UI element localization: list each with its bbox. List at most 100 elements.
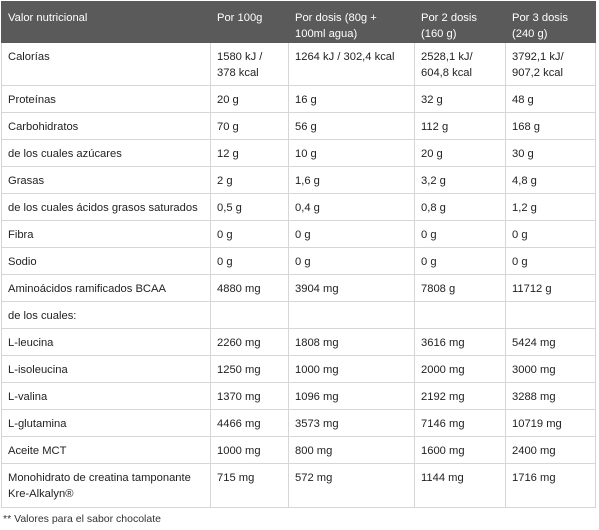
row-value: 3,2 g bbox=[414, 166, 506, 194]
row-label: Aminoácidos ramificados BCAA bbox=[1, 274, 211, 302]
table-row: L-valina 1370 mg 1096 mg 2192 mg 3288 mg bbox=[1, 382, 596, 410]
row-value: 0,8 g bbox=[414, 193, 506, 221]
row-value: 0 g bbox=[505, 220, 596, 248]
row-value: 0 g bbox=[210, 247, 289, 275]
row-value: 1580 kJ / 378 kcal bbox=[210, 42, 289, 86]
row-value: 10719 mg bbox=[505, 409, 596, 437]
header-cell: Por 100g bbox=[210, 1, 289, 43]
row-value: 10 g bbox=[288, 139, 415, 167]
row-value: 4880 mg bbox=[210, 274, 289, 302]
row-value bbox=[288, 301, 415, 329]
row-value: 3616 mg bbox=[414, 328, 506, 356]
nutrition-table: Valor nutricional Por 100g Por dosis (80… bbox=[1, 1, 596, 508]
row-value: 0 g bbox=[414, 247, 506, 275]
row-value: 2192 mg bbox=[414, 382, 506, 410]
row-label: Grasas bbox=[1, 166, 211, 194]
header-cell: Por 3 dosis (240 g) bbox=[505, 1, 596, 43]
row-value: 3288 mg bbox=[505, 382, 596, 410]
row-value: 1144 mg bbox=[414, 463, 506, 508]
table-row: Aminoácidos ramificados BCAA 4880 mg 3904 … bbox=[1, 274, 596, 302]
table-row: Monohidrato de creatina tamponante Kre-A… bbox=[1, 463, 596, 508]
row-value: 168 g bbox=[505, 112, 596, 140]
row-value: 12 g bbox=[210, 139, 289, 167]
row-value: 4466 mg bbox=[210, 409, 289, 437]
table-row: Calorías 1580 kJ / 378 kcal 1264 kJ / 302,… bbox=[1, 42, 596, 86]
table-row: de los cuales: bbox=[1, 301, 596, 329]
row-value: 4,8 g bbox=[505, 166, 596, 194]
row-value: 112 g bbox=[414, 112, 506, 140]
row-value: 0,4 g bbox=[288, 193, 415, 221]
row-value: 0 g bbox=[288, 247, 415, 275]
table-row: Carbohidratos 70 g 56 g 112 g 168 g bbox=[1, 112, 596, 140]
table-row: Grasas 2 g 1,6 g 3,2 g 4,8 g bbox=[1, 166, 596, 194]
row-label: L-leucina bbox=[1, 328, 211, 356]
row-label: Fibra bbox=[1, 220, 211, 248]
row-value: 0 g bbox=[505, 247, 596, 275]
row-value: 20 g bbox=[414, 139, 506, 167]
row-value: 48 g bbox=[505, 85, 596, 113]
row-value: 3573 mg bbox=[288, 409, 415, 437]
row-value: 1808 mg bbox=[288, 328, 415, 356]
header-cell: Valor nutricional bbox=[1, 1, 211, 43]
header-cell: Por 2 dosis (160 g) bbox=[414, 1, 506, 43]
row-value: 1096 mg bbox=[288, 382, 415, 410]
table-row: L-isoleucina 1250 mg 1000 mg 2000 mg 3000 mg bbox=[1, 355, 596, 383]
row-value: 3792,1 kJ/ 907,2 kcal bbox=[505, 42, 596, 86]
row-value: 572 mg bbox=[288, 463, 415, 508]
row-value: 2260 mg bbox=[210, 328, 289, 356]
row-value: 16 g bbox=[288, 85, 415, 113]
row-value bbox=[414, 301, 506, 329]
row-value: 2000 mg bbox=[414, 355, 506, 383]
table-body: Calorías 1580 kJ / 378 kcal 1264 kJ / 302,… bbox=[1, 42, 596, 508]
row-value: 56 g bbox=[288, 112, 415, 140]
row-value: 32 g bbox=[414, 85, 506, 113]
row-value: 0 g bbox=[210, 220, 289, 248]
row-label: L-valina bbox=[1, 382, 211, 410]
row-value: 1264 kJ / 302,4 kcal bbox=[288, 42, 415, 86]
row-value: 11712 g bbox=[505, 274, 596, 302]
row-value: 2400 mg bbox=[505, 436, 596, 464]
row-value: 715 mg bbox=[210, 463, 289, 508]
row-value: 1250 mg bbox=[210, 355, 289, 383]
row-value: 7808 g bbox=[414, 274, 506, 302]
table-row: de los cuales ácidos grasos saturados 0,5… bbox=[1, 193, 596, 221]
row-value: 1,6 g bbox=[288, 166, 415, 194]
row-label: Calorías bbox=[1, 42, 211, 86]
row-value: 3000 mg bbox=[505, 355, 596, 383]
header-cell: Por dosis (80g + 100ml agua) bbox=[288, 1, 415, 43]
row-value bbox=[505, 301, 596, 329]
row-value: 20 g bbox=[210, 85, 289, 113]
table-row: Proteínas 20 g 16 g 32 g 48 g bbox=[1, 85, 596, 113]
row-value: 5424 mg bbox=[505, 328, 596, 356]
row-value: 70 g bbox=[210, 112, 289, 140]
footnote: ** Valores para el sabor chocolate bbox=[3, 513, 161, 525]
row-label: de los cuales azúcares bbox=[1, 139, 211, 167]
row-label: Aceite MCT bbox=[1, 436, 211, 464]
row-label: Carbohidratos bbox=[1, 112, 211, 140]
row-value: 0 g bbox=[414, 220, 506, 248]
row-value: 2528,1 kJ/ 604,8 kcal bbox=[414, 42, 506, 86]
row-value: 0 g bbox=[288, 220, 415, 248]
row-value: 2 g bbox=[210, 166, 289, 194]
table-row: de los cuales azúcares 12 g 10 g 20 g 30 g bbox=[1, 139, 596, 167]
row-value: 1370 mg bbox=[210, 382, 289, 410]
row-value: 3904 mg bbox=[288, 274, 415, 302]
row-value: 1716 mg bbox=[505, 463, 596, 508]
row-value bbox=[210, 301, 289, 329]
row-value: 0,5 g bbox=[210, 193, 289, 221]
row-value: 1000 mg bbox=[288, 355, 415, 383]
table-header-row: Valor nutricional Por 100g Por dosis (80… bbox=[1, 1, 596, 43]
row-label: Proteínas bbox=[1, 85, 211, 113]
row-value: 1000 mg bbox=[210, 436, 289, 464]
table-row: L-glutamina 4466 mg 3573 mg 7146 mg 10719 mg bbox=[1, 409, 596, 437]
row-label: de los cuales: bbox=[1, 301, 211, 329]
row-label: Monohidrato de creatina tamponante Kre-A… bbox=[1, 463, 211, 508]
table-row: Aceite MCT 1000 mg 800 mg 1600 mg 2400 mg bbox=[1, 436, 596, 464]
row-value: 1,2 g bbox=[505, 193, 596, 221]
row-label: Sodio bbox=[1, 247, 211, 275]
row-value: 1600 mg bbox=[414, 436, 506, 464]
row-label: L-glutamina bbox=[1, 409, 211, 437]
